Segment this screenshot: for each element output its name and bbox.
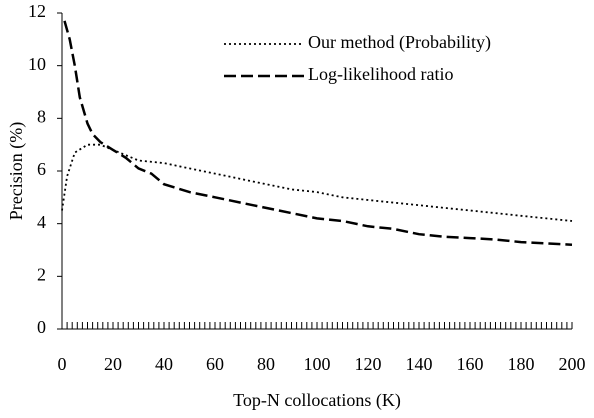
- x-tick-label: 180: [508, 354, 535, 374]
- x-tick-label: 80: [257, 354, 275, 374]
- y-tick-label: 2: [37, 264, 46, 284]
- series-line: [63, 20, 573, 246]
- series-line: [61, 143, 573, 222]
- x-tick-label: 100: [304, 354, 331, 374]
- x-tick-label: 60: [206, 354, 224, 374]
- x-tick-label: 140: [406, 354, 433, 374]
- y-tick-label: 8: [37, 106, 46, 126]
- x-tick-label: 200: [559, 354, 586, 374]
- y-tick-label: 0: [37, 317, 46, 337]
- x-tick-label: 20: [104, 354, 122, 374]
- legend-label: Our method (Probability): [308, 32, 491, 53]
- y-tick-label: 4: [37, 212, 46, 232]
- x-tick-label: 120: [355, 354, 382, 374]
- y-tick-label: 6: [37, 159, 46, 179]
- x-tick-label: 40: [155, 354, 173, 374]
- x-axis-title: Top-N collocations (K): [233, 390, 401, 411]
- legend-label: Log-likelihood ratio: [308, 64, 453, 84]
- y-axis-title: Precision (%): [6, 122, 27, 220]
- x-tick-label: 0: [58, 354, 67, 374]
- y-tick-label: 12: [28, 1, 46, 21]
- y-tick-label: 10: [28, 54, 46, 74]
- x-tick-label: 160: [457, 354, 484, 374]
